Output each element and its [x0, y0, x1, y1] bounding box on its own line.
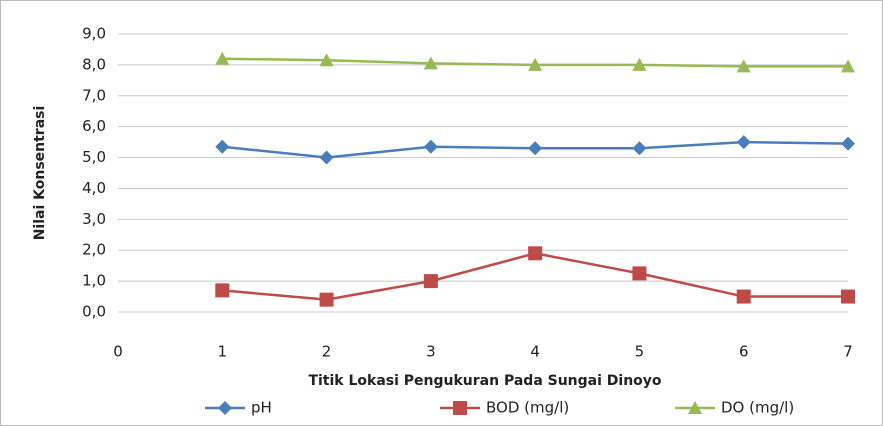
x-tick-label: 4 — [530, 343, 540, 361]
y-tick-label: 5,0 — [82, 148, 106, 166]
data-point — [841, 59, 855, 73]
y-tick-label: 0,0 — [82, 303, 106, 321]
legend-marker — [453, 401, 467, 415]
data-point — [215, 51, 230, 65]
y-tick-label: 3,0 — [82, 210, 106, 228]
y-tick-label: 1,0 — [82, 272, 106, 290]
data-point — [736, 289, 751, 304]
data-point — [319, 292, 334, 307]
x-tick-label: 2 — [322, 343, 332, 361]
legend-marker — [688, 401, 702, 414]
x-tick-label: 6 — [739, 343, 749, 361]
y-tick-label: 9,0 — [82, 25, 106, 43]
legend-marker — [218, 401, 232, 415]
data-point — [319, 53, 334, 67]
y-tick-label: 8,0 — [82, 55, 106, 73]
x-tick-label: 3 — [426, 343, 436, 361]
data-point — [319, 150, 334, 165]
data-point — [423, 139, 438, 154]
x-tick-label: 5 — [635, 343, 645, 361]
data-point — [841, 136, 855, 151]
x-tick-label: 1 — [218, 343, 228, 361]
data-point — [215, 283, 230, 298]
data-point — [528, 141, 543, 156]
data-point — [215, 139, 230, 154]
x-axis-title: Titik Lokasi Pengukuran Pada Sungai Dino… — [308, 373, 661, 389]
data-point — [632, 141, 647, 156]
y-axis-title: Nilai Konsentrasi — [32, 106, 48, 241]
y-tick-label: 7,0 — [82, 86, 106, 104]
data-point — [632, 57, 647, 71]
y-tick-label: 2,0 — [82, 241, 106, 259]
x-tick-label: 0 — [113, 343, 123, 361]
legend-label: pH — [251, 399, 272, 417]
legend-label: BOD (mg/l) — [486, 399, 569, 417]
data-point — [736, 135, 751, 150]
data-point — [528, 246, 543, 261]
data-point — [423, 274, 438, 289]
y-tick-label: 4,0 — [82, 179, 106, 197]
data-point — [632, 266, 647, 281]
data-point — [528, 57, 543, 71]
legend-label: DO (mg/l) — [721, 399, 794, 417]
x-tick-label: 7 — [843, 343, 853, 361]
data-point — [736, 59, 751, 73]
data-point — [841, 289, 855, 304]
y-tick-label: 6,0 — [82, 117, 106, 135]
data-point — [423, 56, 438, 70]
